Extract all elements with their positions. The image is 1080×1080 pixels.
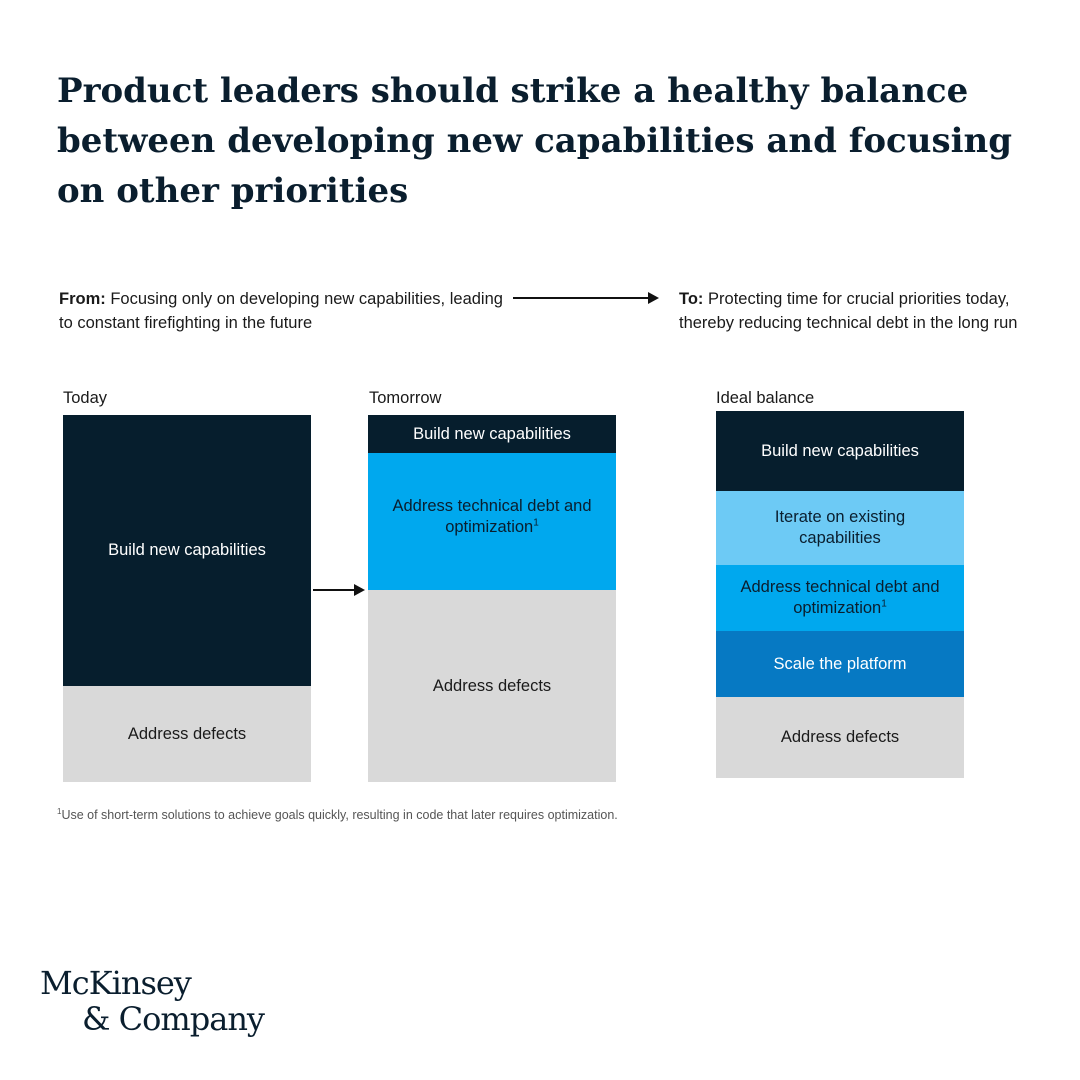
segment-label: Build new capabilities xyxy=(761,441,919,460)
footnote-marker: 1 xyxy=(57,806,62,816)
from-label: From: xyxy=(59,290,106,308)
segment-label: Build new capabilities xyxy=(108,541,266,559)
tomorrow-address-defects: Address defects xyxy=(368,590,616,782)
today-build-new-capabilities: Build new capabilities xyxy=(63,415,311,686)
tomorrow-address-technical-debt: Address technical debt and optimization1 xyxy=(368,453,616,590)
today-label: Today xyxy=(63,389,108,407)
title-line-2: between developing new capabilities and … xyxy=(57,121,1012,161)
ideal-address-technical-debt: Address technical debt and optimization1 xyxy=(716,565,964,631)
ideal-iterate-existing-capabilities: Iterate on existing capabilities xyxy=(716,491,964,565)
ideal-address-defects: Address defects xyxy=(716,697,964,778)
today-to-tomorrow-arrow-icon xyxy=(313,584,365,596)
footnote-text: Use of short-term solutions to achieve g… xyxy=(61,808,618,822)
segment-text: Address technical debt and optimization xyxy=(392,497,592,536)
mckinsey-logo: McKinsey & Company xyxy=(40,964,265,1038)
to-statement: To: Protecting time for crucial prioriti… xyxy=(679,287,1029,335)
segment-label: Address technical debt and optimization1 xyxy=(730,577,950,619)
segment-label: Address defects xyxy=(127,724,247,743)
segment-label: Iterate on existing capabilities xyxy=(774,508,906,547)
segment-label: Build new capabilities xyxy=(413,424,571,443)
segment-label: Address technical debt and optimization1 xyxy=(382,496,602,538)
logo-line-1: McKinsey xyxy=(40,964,192,1002)
footnote: 1Use of short-term solutions to achieve … xyxy=(57,806,618,822)
ideal-balance-stack: Build new capabilities Iterate on existi… xyxy=(716,411,964,778)
from-statement: From: Focusing only on developing new ca… xyxy=(59,287,509,335)
title-line-3: on other priorities xyxy=(57,171,409,211)
to-description: Protecting time for crucial priorities t… xyxy=(679,290,1018,332)
today-address-defects: Address defects xyxy=(63,686,311,782)
to-label: To: xyxy=(679,290,704,308)
tomorrow-build-new-capabilities: Build new capabilities xyxy=(368,415,616,453)
segment-text: Address technical debt and optimization xyxy=(740,578,940,617)
title-line-1: Product leaders should strike a healthy … xyxy=(57,71,969,111)
ideal-balance-label: Ideal balance xyxy=(716,389,815,407)
tomorrow-stack: Build new capabilities Address technical… xyxy=(368,415,616,782)
from-to-arrow-icon xyxy=(513,292,659,304)
logo-line-2: & Company xyxy=(82,1000,265,1038)
from-description: Focusing only on developing new capabili… xyxy=(59,290,503,332)
footnote-marker: 1 xyxy=(533,517,539,529)
tomorrow-label: Tomorrow xyxy=(369,389,442,407)
today-stack: Build new capabilities Address defects xyxy=(63,415,311,782)
segment-label: Scale the platform xyxy=(773,654,907,673)
ideal-scale-the-platform: Scale the platform xyxy=(716,631,964,697)
segment-label: Address defects xyxy=(432,676,552,695)
footnote-marker: 1 xyxy=(881,598,887,610)
ideal-build-new-capabilities: Build new capabilities xyxy=(716,411,964,491)
page-title: Product leaders should strike a healthy … xyxy=(57,66,1017,216)
segment-label: Address defects xyxy=(780,728,900,746)
